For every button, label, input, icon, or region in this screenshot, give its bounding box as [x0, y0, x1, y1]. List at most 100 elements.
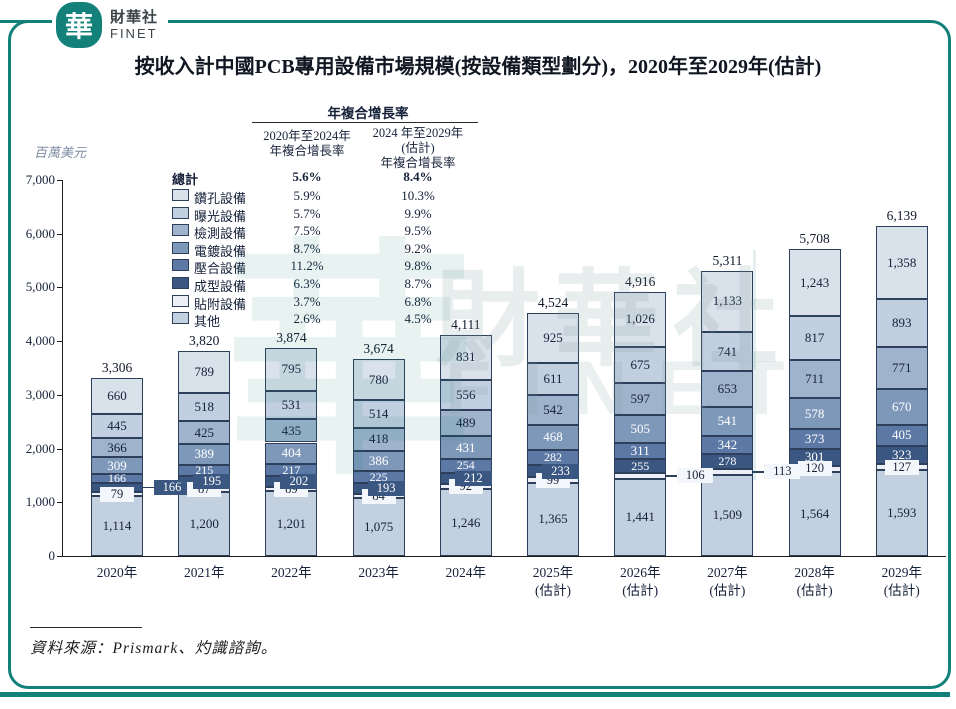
- bar-segment: [788, 429, 841, 450]
- x-axis-category-label: 2029年 (估計): [881, 565, 923, 598]
- bar-segment: [701, 453, 754, 469]
- bar-segment: [91, 491, 143, 497]
- legend-label: 成型設備: [194, 279, 247, 294]
- x-axis-category-label: 2024年: [445, 565, 487, 580]
- legend-label: 貼附設備: [194, 296, 247, 312]
- cagr-header-underline: [252, 122, 478, 124]
- x-axis-category-label: 2022年: [271, 565, 312, 580]
- bar-segment: [265, 442, 318, 465]
- bar-segment: [265, 419, 318, 443]
- cagr-2024-2029-value: 9.2%: [404, 240, 432, 256]
- chart-title: 按收入計中國PCB專用設備市場規模(按設備類型劃分)，2020年至2029年(估…: [134, 56, 822, 78]
- bar-segment: [788, 249, 841, 317]
- bar-total-label: 3,820: [189, 332, 220, 348]
- bar-segment: [352, 493, 405, 499]
- cagr-2020-2024-value: 3.7%: [293, 293, 321, 309]
- legend-swatch: [172, 277, 189, 289]
- legend-label: 壓合設備: [194, 261, 247, 277]
- bar-segment: [439, 409, 492, 436]
- y-axis-unit-label: 百萬美元: [34, 145, 87, 160]
- bar-segment: [439, 484, 492, 490]
- bar-segment: [265, 347, 318, 391]
- bar-segment: [265, 464, 318, 476]
- bar-segment: [875, 226, 928, 300]
- cagr-2024-2029-value: 9.9%: [404, 205, 432, 221]
- label-connector-line: [666, 475, 678, 477]
- label-connector-line: [143, 486, 154, 489]
- cagr-2024-2029-value: 4.5%: [404, 311, 432, 327]
- bar-segment: [352, 498, 405, 556]
- bar-segment: [265, 491, 318, 556]
- cagr-2024-2029-value: 9.8%: [404, 258, 432, 274]
- bar-segment: [527, 362, 579, 396]
- logo-name-zh: 財華社: [110, 9, 159, 26]
- cagr-2020-2024-value: 11.2%: [290, 258, 324, 274]
- y-axis-tick: [57, 180, 62, 181]
- source-divider: [30, 627, 142, 629]
- bar-segment: [875, 463, 928, 471]
- x-axis-line: [62, 556, 946, 558]
- bar-segment: [439, 435, 492, 460]
- bar-segment: [875, 424, 928, 447]
- cagr-col2-header: 2024 年至2029年 (估計) 年複合增長率: [372, 126, 464, 170]
- bar-segment: [875, 470, 928, 556]
- bar-segment: [439, 489, 492, 556]
- finet-logo-text: 財華社 FINET: [110, 2, 158, 41]
- y-axis-tick: [57, 233, 62, 235]
- x-axis-category-label: 2025年 (估計): [532, 565, 574, 598]
- y-axis-tick: [57, 341, 62, 343]
- y-axis-tick: [57, 502, 62, 504]
- bar-segment: [352, 483, 405, 494]
- legend-swatch: [172, 206, 189, 219]
- legend-label: 檢測設備: [194, 226, 247, 242]
- legend-swatch: [172, 189, 189, 201]
- bar-segment: [614, 478, 667, 556]
- bar-total-label: 3,306: [101, 360, 133, 376]
- bar-total-label: 4,916: [625, 273, 656, 289]
- cagr-2024-2029-value: 9.5%: [404, 223, 432, 239]
- legend-label: 曝光設備: [194, 208, 247, 224]
- source-note: 資料來源：Prismark、灼識諮詢。: [30, 640, 278, 657]
- bar-segment: [439, 379, 492, 410]
- bar-segment: [439, 459, 492, 473]
- bar-segment: [875, 388, 928, 425]
- y-axis-tick: [57, 448, 62, 450]
- bar-total-label: 3,674: [363, 340, 394, 356]
- cagr-2024-2029-value: 6.8%: [404, 293, 432, 309]
- bar-segment: [265, 486, 318, 492]
- legend-swatch: [172, 259, 189, 272]
- card-frame: [8, 20, 951, 689]
- y-axis-tick-label: 6,000: [25, 225, 55, 241]
- legend-swatch: [172, 312, 189, 325]
- bar-segment: [788, 471, 841, 556]
- bar-segment: [614, 472, 667, 479]
- bar-segment: [527, 312, 579, 363]
- bar-segment: [614, 415, 667, 443]
- bar-segment: [788, 398, 841, 430]
- bar-segment: [91, 378, 143, 414]
- legend-swatch: [172, 294, 189, 307]
- bar-segment: [527, 449, 579, 465]
- cagr-2020-2024-value: 5.9%: [293, 188, 321, 203]
- bar-segment: [527, 424, 579, 450]
- bar-segment: [614, 383, 667, 416]
- finet-logo-icon: 華: [56, 2, 102, 48]
- x-axis-category-label: 2026年 (估計): [619, 565, 661, 598]
- bar-segment: [701, 331, 754, 372]
- x-axis-category-label: 2027年 (估計): [707, 565, 748, 598]
- legend-label: 其他: [194, 314, 221, 330]
- bar-segment: [701, 435, 754, 454]
- bar-total-label: 6,139: [886, 208, 917, 224]
- bar-segment: [265, 475, 318, 487]
- bar-segment: [439, 335, 492, 380]
- logo-name-en: FINET: [110, 25, 158, 41]
- bar-total-label: 5,708: [799, 231, 830, 247]
- x-axis-category-label: 2023年: [358, 565, 399, 580]
- bar-segment: [614, 442, 667, 460]
- y-axis-tick-label: 5,000: [25, 279, 55, 295]
- bar-segment: [701, 468, 754, 475]
- label-connector-line: [753, 471, 765, 473]
- legend-label: 鑽孔設備: [194, 191, 247, 206]
- bar-segment: [788, 449, 841, 466]
